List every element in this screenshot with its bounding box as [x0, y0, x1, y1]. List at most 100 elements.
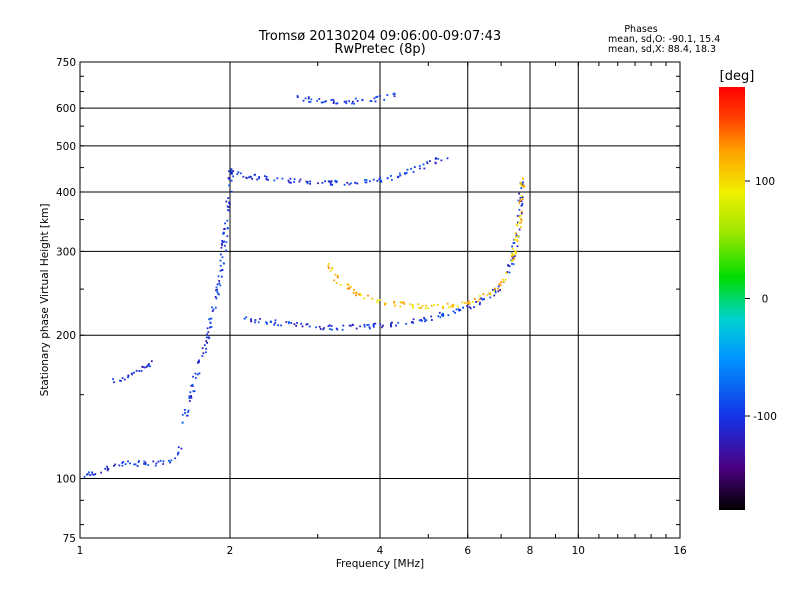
data-point: [440, 159, 443, 162]
data-point: [421, 319, 423, 322]
data-point: [136, 465, 139, 467]
data-point: [380, 179, 382, 182]
data-point: [403, 302, 406, 305]
data-point: [363, 297, 366, 300]
data-point: [318, 325, 321, 328]
x-tick-label: 16: [673, 545, 687, 557]
data-point: [520, 187, 523, 189]
data-point: [219, 264, 222, 267]
data-point: [305, 180, 308, 183]
data-point: [104, 467, 107, 470]
data-point: [516, 245, 519, 248]
data-point: [210, 317, 213, 320]
data-point: [217, 275, 220, 278]
data-point: [378, 178, 381, 181]
data-point: [320, 101, 323, 104]
colorbar-tick-label: 0: [762, 294, 769, 306]
data-point: [469, 302, 471, 305]
data-point: [226, 235, 229, 238]
data-point: [181, 421, 184, 424]
data-point: [190, 396, 193, 399]
data-point: [217, 292, 219, 295]
y-tick-label: 750: [56, 57, 76, 69]
data-point: [309, 101, 312, 103]
data-point: [223, 262, 225, 265]
data-point: [298, 180, 301, 183]
data-point: [121, 462, 124, 464]
data-point: [364, 181, 367, 184]
data-point: [322, 328, 325, 331]
data-point: [365, 179, 368, 181]
data-point: [441, 314, 443, 316]
x-tick-label: 4: [377, 545, 384, 557]
data-point: [223, 232, 225, 235]
data-point: [289, 177, 292, 180]
data-point: [228, 184, 230, 187]
data-point: [332, 98, 335, 101]
data-point: [215, 297, 218, 300]
data-point: [205, 340, 208, 342]
data-point: [289, 181, 292, 184]
data-point: [265, 177, 268, 180]
data-point: [138, 370, 141, 372]
data-point: [355, 327, 358, 330]
data-point: [214, 296, 217, 298]
data-point: [516, 215, 519, 217]
data-point: [482, 293, 485, 296]
data-point: [288, 322, 290, 325]
data-point: [424, 320, 426, 323]
data-point: [197, 361, 199, 364]
data-point: [353, 102, 355, 105]
data-point: [147, 464, 150, 466]
data-point: [149, 365, 151, 368]
data-point: [257, 321, 260, 324]
data-point: [350, 324, 352, 327]
data-point: [170, 459, 173, 462]
data-point: [489, 296, 492, 299]
data-point: [481, 298, 484, 301]
data-point: [351, 102, 353, 105]
data-point: [229, 172, 232, 174]
data-point: [353, 289, 355, 291]
data-point: [287, 179, 290, 182]
data-point: [254, 321, 256, 324]
data-point: [296, 322, 298, 324]
data-point: [355, 294, 357, 297]
data-point: [212, 308, 215, 311]
data-point: [335, 102, 338, 105]
data-point: [202, 352, 205, 355]
data-point: [230, 168, 233, 171]
data-point: [458, 309, 461, 312]
data-point: [452, 310, 455, 313]
y-axis-ticks: 75 100 200 300 400 500 600 750: [56, 57, 680, 545]
data-point: [221, 244, 223, 246]
plot-area: 1 2 4 6 8 10 16 75 100 200 300 400 500 600 750: [56, 57, 687, 557]
data-point: [162, 463, 164, 465]
data-point: [515, 238, 518, 241]
data-point: [425, 319, 428, 322]
data-point: [334, 179, 337, 182]
data-point: [218, 282, 221, 285]
data-point: [479, 301, 481, 304]
data-point: [100, 471, 102, 474]
data-point: [518, 192, 520, 195]
data-point: [356, 182, 359, 185]
data-point: [225, 241, 228, 244]
data-point: [493, 294, 496, 297]
data-point: [92, 474, 95, 476]
data-point: [296, 96, 299, 98]
data-point: [494, 291, 497, 294]
data-point: [504, 278, 507, 281]
x-tick-label: 8: [527, 545, 534, 557]
data-point: [309, 180, 311, 183]
data-point: [413, 166, 416, 168]
data-point: [398, 172, 401, 175]
data-points: [83, 92, 526, 478]
data-point: [250, 320, 252, 323]
data-point: [327, 265, 330, 268]
data-point: [232, 170, 235, 172]
data-point: [328, 324, 331, 327]
data-point: [112, 378, 114, 380]
data-point: [301, 325, 304, 328]
data-point: [521, 177, 524, 180]
